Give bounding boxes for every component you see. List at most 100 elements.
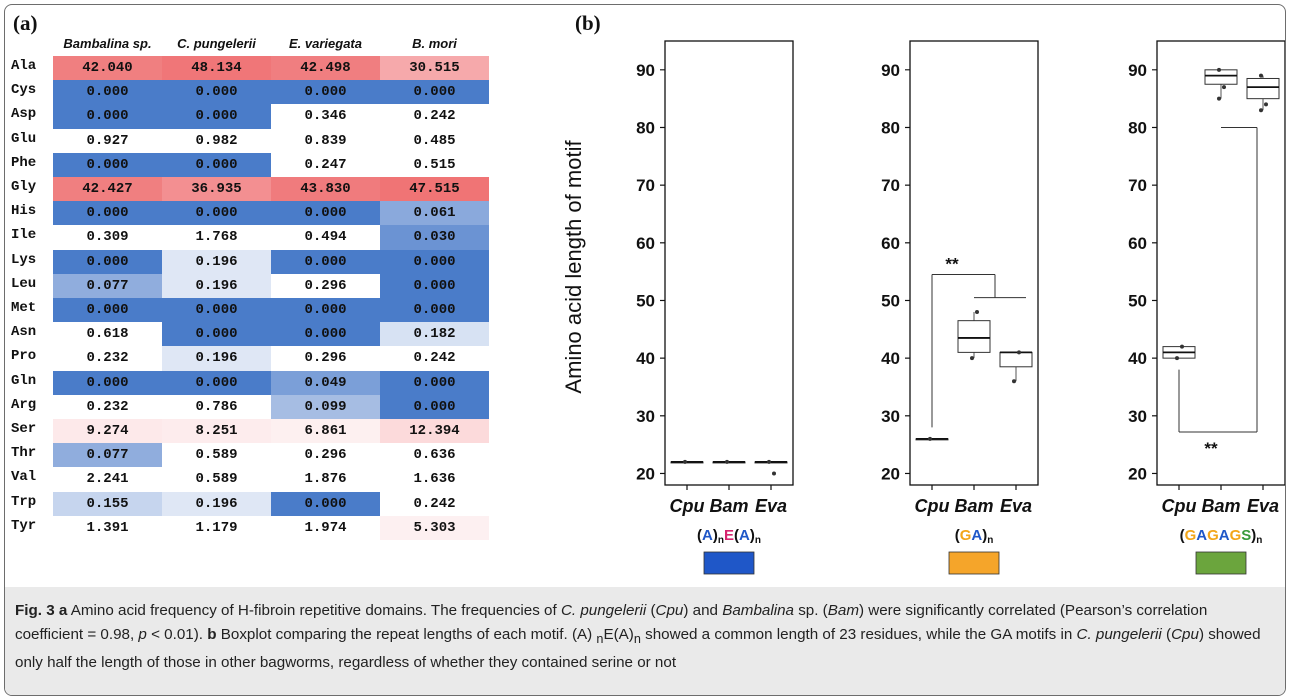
heatmap-row-label: Asn [11,324,37,341]
caption-b-text-4: ) showed only half the length of those i… [15,625,1261,672]
heatmap-cell: 0.099 [271,394,380,419]
motif-segment: ) [1251,527,1256,544]
y-tick-label: 30 [1128,407,1147,426]
heatmap-row-label: Gln [11,372,37,389]
heatmap-cell: 0.636 [380,443,489,468]
heatmap-cell: 0.000 [271,322,380,347]
caption-b-text-3: showed a common length of 23 residues, w… [640,625,1077,643]
heatmap-cell: 42.040 [53,56,162,81]
caption-sub-n2: n [633,631,641,646]
heatmap-cell: 1.768 [162,225,271,250]
x-tick-label: Cpu [1162,496,1197,516]
caption-cpu-abbr-2: Cpu [1171,625,1199,643]
y-tick-label: 20 [1128,464,1147,483]
figure-caption: Fig. 3 a Amino acid frequency of H-fibro… [15,599,1277,675]
heatmap-cell: 0.196 [162,491,271,516]
motif-label: (A)nE(A)n [697,527,761,546]
heatmap-cell: 0.485 [380,128,489,153]
heatmap-cell: 0.839 [271,128,380,153]
heatmap-cell: 0.000 [380,298,489,323]
motif-segment: A [1196,527,1207,544]
panel-a-label: (a) [13,11,38,35]
caption-a-text-2: ) were significantly correlated (Pearson… [15,602,1208,643]
heatmap-row-label: Phe [11,154,37,171]
boxplot-figure: Amino acid length of motif 20 30 40 50 60 70 80… [561,40,1285,575]
heatmap-cell: 30.515 [380,56,489,81]
motif-segment: ) [982,527,987,544]
y-tick-label: 70 [881,176,900,195]
heatmap-cell: 36.935 [162,177,271,202]
motif-segment: ) [713,527,718,544]
motif-swatch [1195,551,1247,575]
heatmap-cell: 0.296 [271,443,380,468]
data-point [725,459,729,464]
significance-marker: ** [945,255,959,274]
heatmap-cell: 0.196 [162,249,271,274]
heatmap-cell: 0.196 [162,346,271,371]
heatmap-cell: 0.000 [162,152,271,177]
x-tick-label: Eva [755,496,787,516]
heatmap-column-header: Bambalina sp. [63,36,152,51]
heatmap-cell: 0.000 [162,298,271,323]
motif-segment: A [1219,527,1230,544]
heatmap-column-header: C. pungelerii [177,36,256,51]
heatmap-cell: 0.077 [53,443,162,468]
heatmap-cell: 0.242 [380,491,489,516]
data-point [1259,108,1263,113]
y-tick-label: 60 [881,234,900,253]
heatmap-cell: 0.061 [380,201,489,226]
x-tick-label: Bam [954,496,993,516]
motif-segment: A [702,527,713,544]
significance-marker: ** [1204,439,1218,458]
data-point [1259,73,1263,78]
heatmap-cell: 0.242 [380,104,489,129]
heatmap-cell: 0.242 [380,346,489,371]
figure-frame: (a) Bambalina sp. C. pungelerii E. variega… [4,4,1286,696]
y-tick-label: 30 [636,407,655,426]
heatmap-cell: 0.030 [380,225,489,250]
y-tick-label: 70 [1128,176,1147,195]
heatmap-cell: 5.303 [380,515,489,540]
heatmap-cell: 12.394 [380,419,489,444]
plot-frame [664,40,794,486]
y-axis-title: Amino acid length of motif [561,140,586,394]
heatmap-cell: 1.179 [162,515,271,540]
caption-cpu-abbr-close: ) and [683,602,723,619]
caption-cpu-full-2: C. pungelerii [1076,625,1162,643]
heatmap-row-label: Tyr [11,517,37,534]
data-point [1264,102,1268,107]
caption-p-symbol: p [138,625,147,643]
data-point [1175,356,1179,361]
heatmap-cell: 9.274 [53,419,162,444]
y-tick-label: 50 [881,291,900,310]
motif-segment: n [755,535,761,546]
y-tick-label: 20 [881,464,900,483]
y-tick-label: 70 [636,176,655,195]
data-point [683,459,687,464]
caption-sub-n: n [596,631,604,646]
heatmap-row-label: Ile [11,227,37,244]
caption-b-text-1: Boxplot comparing the repeat lengths of … [216,625,597,643]
motif-segment: n [718,535,724,546]
heatmap-cell: 0.000 [53,152,162,177]
heatmap-cell: 47.515 [380,177,489,202]
heatmap-cell: 0.000 [53,298,162,323]
heatmap-row-label: Met [11,300,37,316]
data-point [1222,85,1226,90]
heatmap-cell: 0.000 [162,322,271,347]
heatmap-cell: 0.000 [53,201,162,226]
panel-b-label: (b) [575,11,601,35]
data-point [975,310,979,315]
motif-segment: G [1207,527,1219,544]
data-point [928,436,932,441]
heatmap-cell: 0.232 [53,394,162,419]
data-point [970,356,974,361]
heatmap-row-label: Leu [11,275,37,292]
heatmap-cell: 6.861 [271,419,380,444]
caption-cpu-abbr: Cpu [655,602,684,619]
x-tick-label: Cpu [670,496,705,516]
heatmap-row-label: Arg [11,396,37,413]
caption-b-label: b [207,625,217,643]
y-tick-label: 40 [881,349,900,368]
heatmap-cell: 0.000 [271,298,380,323]
